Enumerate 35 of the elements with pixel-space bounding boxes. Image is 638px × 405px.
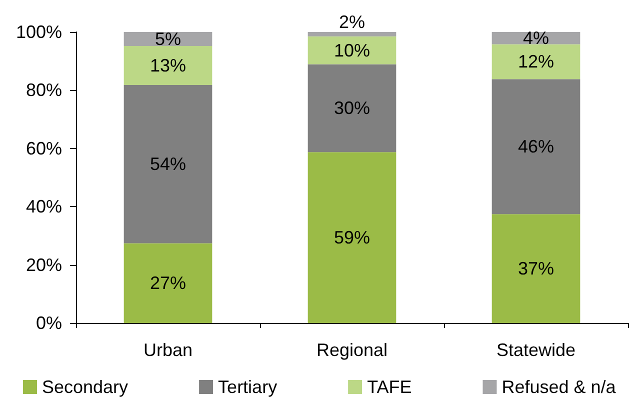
bar [308, 64, 396, 152]
x-tick-label: Regional [316, 340, 388, 360]
data-label: 4% [522, 28, 550, 48]
data-label: 30% [334, 98, 370, 118]
y-tick-label: 0% [36, 313, 62, 333]
bar [492, 44, 580, 80]
bar [124, 243, 212, 323]
y-tick-label: 20% [26, 254, 62, 275]
y-tick-label: 100% [16, 22, 62, 42]
data-label: 46% [518, 136, 554, 157]
legend-label: Refused & n/a [502, 377, 617, 397]
data-label: 2% [338, 12, 366, 32]
bar [124, 46, 212, 85]
x-tick-label: Urban [143, 340, 193, 360]
data-label: 13% [150, 55, 186, 76]
x-tick-label: Statewide [496, 340, 576, 360]
y-tick-label: 40% [26, 196, 62, 217]
legend-label: Secondary [42, 377, 128, 397]
bar [124, 84, 212, 244]
data-label: 37% [518, 258, 554, 279]
y-tick-label: 60% [26, 138, 62, 158]
data-label: 10% [334, 40, 370, 60]
data-label: 12% [518, 52, 554, 72]
bar [492, 79, 580, 214]
legend-label: TAFE [367, 377, 412, 397]
legend-label: Tertiary [218, 377, 278, 397]
data-label: 54% [150, 154, 186, 174]
data-label: 5% [154, 28, 182, 49]
bar [492, 214, 580, 323]
bar [308, 152, 396, 323]
data-label: 59% [334, 228, 370, 248]
bar [308, 36, 396, 64]
data-label: 27% [150, 273, 186, 294]
bar [308, 32, 396, 36]
y-tick-label: 80% [26, 80, 62, 100]
